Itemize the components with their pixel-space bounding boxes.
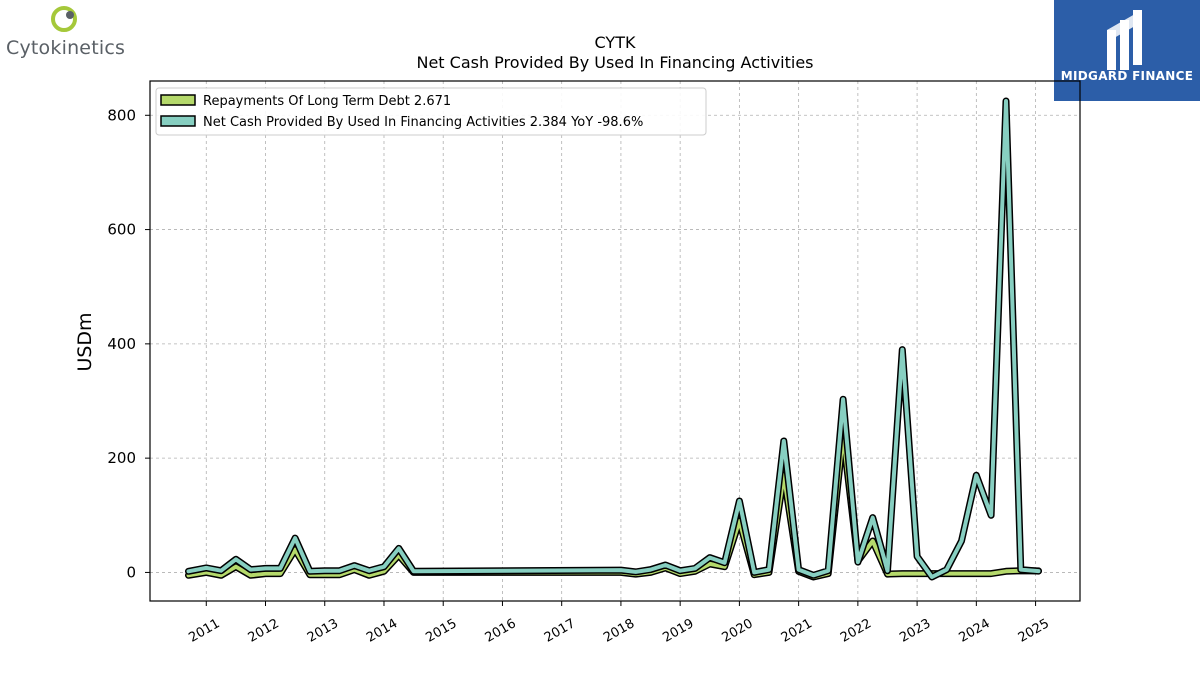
y-tick-label: 400 [107, 335, 136, 353]
x-tick-label: 2023 [897, 616, 933, 646]
cytokinetics-logo-text: Cytokinetics [6, 37, 126, 59]
legend-label-financing: Net Cash Provided By Used In Financing A… [203, 115, 643, 130]
y-tick-label: 600 [107, 221, 136, 239]
x-tick-label: 2012 [246, 616, 282, 646]
x-tick-label: 2020 [720, 616, 756, 646]
midgard-logo-mark [1107, 10, 1142, 70]
series-outline-1 [185, 97, 1042, 581]
legend-swatch-financing [160, 115, 196, 127]
x-tick-label: 2016 [483, 616, 519, 646]
y-tick-label: 800 [107, 106, 136, 124]
x-tick-label: 2015 [423, 616, 459, 646]
x-tick-label: 2017 [542, 616, 578, 646]
x-tick-label: 2011 [186, 616, 222, 646]
x-tick-label: 2022 [838, 616, 874, 646]
y-tick-label: 0 [126, 563, 136, 581]
y-axis-label: USDm [74, 312, 96, 371]
x-tick-label: 2024 [957, 616, 993, 646]
x-tick-label: 2013 [305, 616, 341, 646]
midgard-logo-text: MIDGARD FINANCE [1060, 69, 1194, 83]
legend-swatch-debt [160, 94, 196, 106]
cytokinetics-logo: Cytokinetics [4, 4, 134, 60]
legend: Repayments Of Long Term Debt 2.671 Net C… [155, 87, 707, 136]
chart-ticker: CYTK [595, 33, 636, 52]
midgard-finance-logo: MIDGARD FINANCE [1054, 0, 1200, 101]
x-tick-label: 2021 [779, 616, 815, 646]
y-tick-label: 200 [107, 449, 136, 467]
x-tick-label: 2018 [601, 616, 637, 646]
series-line-1 [186, 99, 1041, 579]
legend-box [155, 87, 707, 136]
plot-frame [149, 80, 1081, 602]
x-tick-label: 2014 [364, 616, 400, 646]
chart-title: Net Cash Provided By Used In Financing A… [416, 53, 813, 72]
x-tick-label: 2025 [1016, 616, 1052, 646]
cytokinetics-logo-mark [51, 6, 77, 32]
grid [150, 81, 1080, 601]
legend-label-debt: Repayments Of Long Term Debt 2.671 [203, 94, 451, 109]
x-tick-label: 2019 [660, 616, 696, 646]
series-lines [185, 97, 1042, 581]
